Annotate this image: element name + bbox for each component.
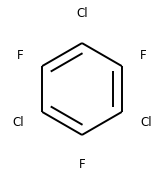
Text: F: F xyxy=(17,49,24,62)
Text: F: F xyxy=(79,158,85,171)
Text: F: F xyxy=(140,49,147,62)
Text: Cl: Cl xyxy=(12,116,24,129)
Text: Cl: Cl xyxy=(76,7,88,20)
Text: Cl: Cl xyxy=(140,116,152,129)
